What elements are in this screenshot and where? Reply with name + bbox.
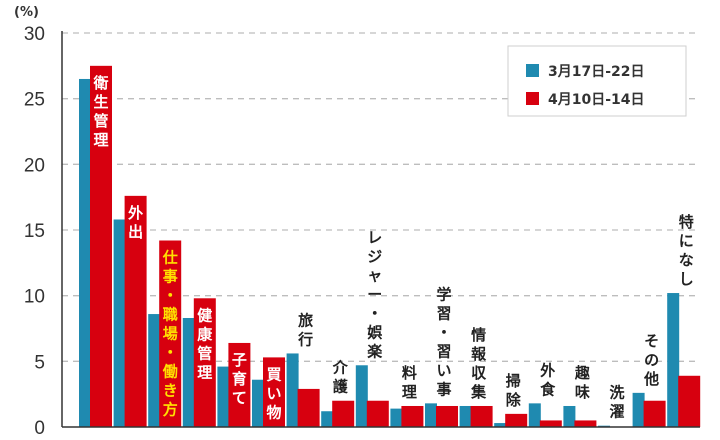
y-tick-label: 25 (24, 90, 45, 111)
y-tick-label: 0 (34, 418, 45, 439)
bar-series-2 (90, 65, 112, 427)
bar-series-2 (124, 195, 147, 427)
category-label: 洗濯 (609, 384, 624, 421)
bar-series-1 (217, 366, 230, 427)
category-label: 子育て (232, 351, 247, 407)
y-tick-label: 5 (34, 352, 45, 373)
bar-series-2 (643, 400, 666, 427)
bar-series-2 (539, 420, 562, 427)
bar-series-2 (332, 400, 355, 427)
bar-series-1 (667, 293, 680, 427)
bar-series-2 (401, 405, 424, 427)
bar-series-2 (436, 405, 458, 427)
category-label: 外出 (127, 204, 143, 241)
bar-series-2 (678, 375, 701, 427)
bar-series-2 (574, 420, 597, 427)
legend-label-series-1: 3月17日-22日 (548, 64, 645, 80)
bar-series-1 (286, 353, 299, 427)
legend: 3月17日-22日 4月10日-14日 (507, 45, 687, 117)
bar-series-1 (528, 403, 541, 427)
category-label: レジャー・娯楽 (367, 228, 383, 360)
category-label: 学習・習い事 (436, 285, 451, 398)
bar-series-1 (113, 219, 126, 427)
category-label: 健康管理 (197, 306, 213, 381)
bar-series-2 (193, 298, 216, 427)
legend-swatch-series-1 (526, 64, 539, 77)
category-label: 旅行 (297, 311, 313, 348)
bar-series-1 (252, 379, 264, 427)
bar-series-2 (297, 388, 320, 427)
category-label: 仕事・職場・働き方 (162, 249, 178, 419)
bar-series-1 (182, 317, 195, 427)
bar-series-1 (632, 392, 645, 427)
bar-series-1 (79, 78, 91, 427)
category-label: 外食 (539, 361, 556, 398)
bars (79, 65, 701, 427)
bar-series-1 (459, 405, 472, 427)
category-label: 掃除 (506, 372, 522, 409)
y-tick-label: 15 (24, 221, 45, 242)
category-label: 料理 (402, 364, 417, 401)
category-label: 買い物 (266, 365, 281, 421)
category-label: 介護 (332, 359, 349, 396)
bar-series-1 (321, 411, 334, 427)
bar-series-1 (425, 403, 437, 427)
category-label: その他 (643, 332, 659, 388)
y-axis: 0 5 10 15 20 25 30 (24, 24, 700, 439)
bar-series-1 (148, 314, 161, 427)
category-label: 特になし (679, 213, 694, 288)
legend-label-series-2: 4月10日-14日 (548, 92, 645, 108)
y-unit-label: (%) (14, 5, 39, 20)
legend-swatch-series-2 (526, 92, 539, 105)
bar-series-2 (505, 413, 528, 427)
y-tick-label: 10 (24, 287, 45, 308)
category-label: 情報収集 (470, 326, 487, 401)
y-tick-label: 30 (24, 24, 45, 45)
bar-series-2 (366, 400, 389, 427)
bar-series-2 (263, 357, 285, 427)
bar-series-1 (390, 408, 403, 427)
y-tick-label: 20 (24, 155, 45, 176)
category-label: 趣味 (574, 364, 591, 401)
bar-series-1 (494, 423, 507, 427)
bar-series-2 (470, 405, 493, 427)
bar-series-1 (355, 365, 368, 427)
bar-series-1 (563, 405, 576, 427)
bar-series-2 (159, 240, 182, 427)
bar-series-2 (228, 342, 251, 427)
category-label: 衛生管理 (92, 74, 108, 149)
